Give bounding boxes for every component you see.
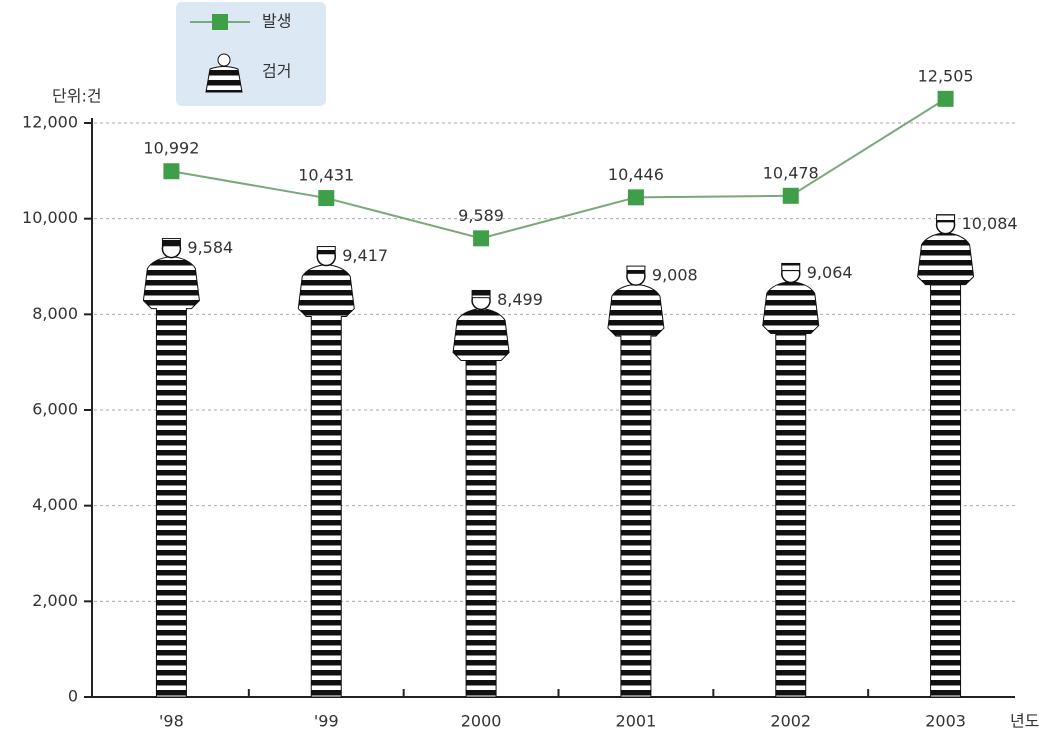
marker	[627, 189, 644, 206]
legend-marker	[205, 53, 243, 93]
x-tick-label: 2003	[925, 712, 966, 731]
bar	[762, 262, 820, 698]
figure-cap	[316, 246, 336, 255]
marker	[473, 230, 490, 247]
figure-cap	[781, 262, 801, 272]
legend-label: 검거	[262, 62, 291, 81]
marker	[937, 90, 954, 107]
data-label: 8,499	[497, 290, 543, 309]
x-tick-label: '98	[159, 712, 184, 731]
x-tick-label: 2002	[770, 712, 811, 731]
legend-marker	[212, 14, 228, 30]
line	[171, 97, 947, 240]
figure-body	[142, 256, 200, 698]
data-label: 9,589	[458, 206, 504, 225]
bar	[142, 238, 200, 698]
data-label: 9,064	[807, 263, 853, 282]
data-label: 9,417	[342, 246, 388, 265]
figure-body	[297, 264, 355, 698]
y-tick-label: 2,000	[32, 591, 78, 610]
data-label: 10,431	[298, 166, 354, 185]
bar	[607, 265, 665, 698]
figure-body	[762, 280, 820, 698]
data-label: 10,478	[763, 163, 819, 182]
y-tick-label: 4,000	[32, 495, 78, 514]
y-tick-label: 8,000	[32, 304, 78, 323]
legend-head	[217, 53, 231, 67]
y-tick-label: 0	[68, 687, 78, 706]
marker	[782, 187, 799, 204]
x-tick-label: 2000	[461, 712, 502, 731]
data-label: 10,446	[608, 165, 664, 184]
x-axis-label: 년도	[1010, 712, 1039, 731]
data-label: 10,084	[962, 214, 1018, 233]
data-label: 10,992	[143, 139, 199, 158]
bar	[917, 214, 975, 698]
figure-cap	[161, 238, 181, 247]
y-tick-label: 6,000	[32, 400, 78, 419]
marker	[318, 190, 335, 207]
y-tick-label: 12,000	[22, 113, 78, 132]
bar	[297, 246, 355, 698]
unit-label: 단위:건	[52, 87, 102, 106]
marker	[163, 163, 180, 180]
x-tick-label: '99	[314, 712, 339, 731]
data-label: 12,505	[918, 66, 974, 85]
bar	[452, 289, 510, 698]
figure-body	[452, 307, 510, 698]
data-label: 9,008	[652, 266, 698, 285]
y-tick-label: 10,000	[22, 208, 78, 227]
figure-body	[917, 232, 975, 698]
figure-body	[607, 283, 665, 698]
figure-cap	[471, 289, 491, 299]
data-label: 9,584	[187, 238, 233, 257]
figure-cap	[626, 265, 646, 274]
legend-label: 발생	[262, 12, 291, 31]
figure-cap	[936, 214, 956, 223]
legend-body	[205, 66, 243, 93]
legend-box	[176, 2, 326, 106]
x-tick-label: 2001	[616, 712, 657, 731]
